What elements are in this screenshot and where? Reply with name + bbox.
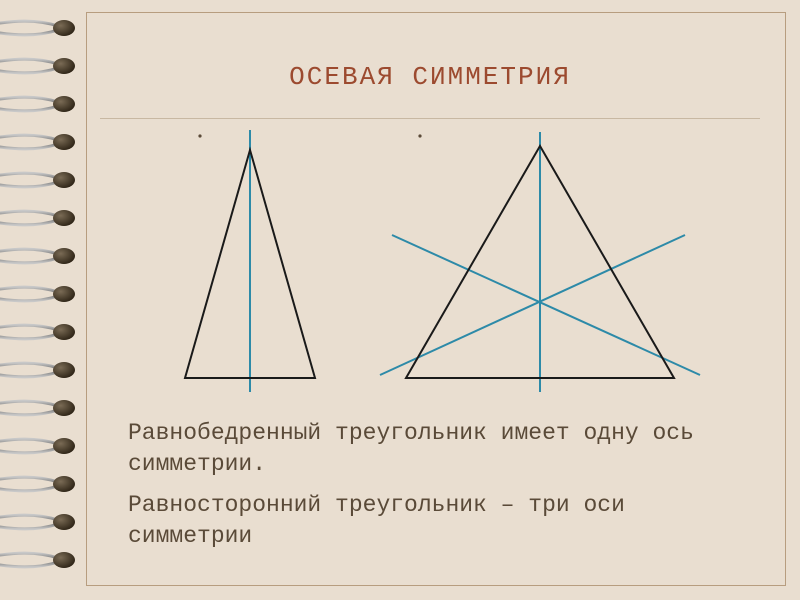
- slide-title: ОСЕВАЯ СИММЕТРИЯ: [100, 62, 760, 92]
- notebook-binding: [0, 0, 86, 600]
- caption-equilateral: Равносторонний треугольник – три оси сим…: [128, 490, 740, 552]
- binding-svg: [0, 0, 86, 600]
- title-rule: [100, 118, 760, 119]
- slide-background: ОСЕВАЯ СИММЕТРИЯ Равнобедренный треуголь…: [0, 0, 800, 600]
- caption-isosceles: Равнобедренный треугольник имеет одну ос…: [128, 418, 740, 480]
- diagram-area: [110, 130, 760, 400]
- diagram-svg: [110, 130, 760, 400]
